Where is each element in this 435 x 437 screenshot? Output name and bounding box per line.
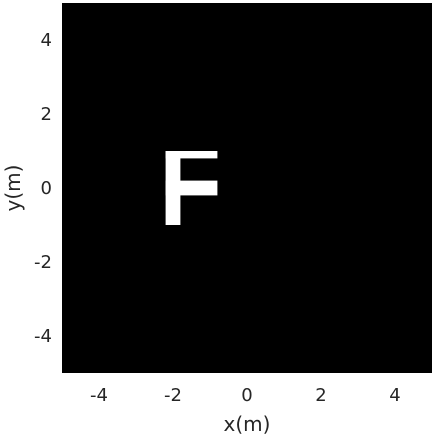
y-tick-label: 2 [41,104,52,125]
y-axis-ticks: -4 -2 0 2 4 [34,30,52,347]
y-axis-label: y(m) [1,165,25,212]
y-tick-label: -4 [34,326,52,347]
shape-layer [165,151,218,225]
y-tick-label: 0 [41,178,52,199]
x-tick-label: 2 [315,385,326,406]
letter-f [165,151,218,225]
x-tick-label: 0 [241,385,252,406]
x-axis-label: x(m) [224,412,271,436]
x-axis-ticks: -4 -2 0 2 4 [90,385,401,406]
x-tick-label: 4 [389,385,400,406]
x-tick-label: -4 [90,385,108,406]
y-tick-label: 4 [41,30,52,51]
letter-f-middle-bar [165,180,218,196]
y-tick-label: -2 [34,252,52,273]
x-tick-label: -2 [164,385,182,406]
letter-f-top-bar [165,151,218,159]
plot-area [62,3,432,373]
